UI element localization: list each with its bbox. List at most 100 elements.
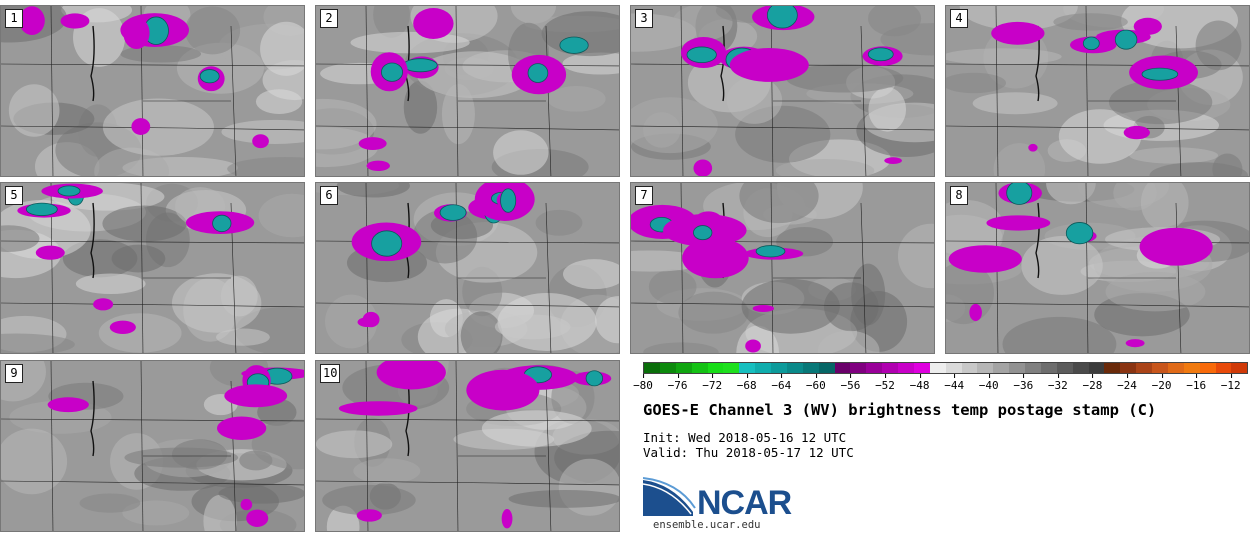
river-line	[90, 380, 95, 457]
cold-cloud-region	[1125, 339, 1145, 348]
wv-texture	[946, 72, 1007, 94]
colorbar-cell	[802, 363, 819, 373]
colorbar-cell	[1215, 363, 1232, 373]
colorbar-tick-label: −12	[1220, 374, 1241, 392]
cold-cloud-core	[766, 6, 798, 29]
wv-texture	[325, 294, 378, 349]
colorbar-cell	[945, 363, 962, 373]
wv-texture	[111, 244, 166, 273]
colorbar-cell	[818, 363, 835, 373]
state-border	[1085, 183, 1089, 353]
cold-cloud-region	[47, 397, 89, 413]
member-label: 4	[950, 9, 968, 28]
wv-texture	[120, 45, 202, 63]
colorbar-ticks: −80 −76 −72 −68 −64 −60 −56 −52 −48 −44 −40 −36 −32−…	[633, 374, 1248, 393]
colorbar-cell	[1183, 363, 1200, 373]
wv-texture	[868, 87, 907, 132]
state-border	[545, 380, 552, 531]
cold-cloud-core	[500, 188, 517, 213]
wv-texture	[258, 193, 304, 238]
colorbar-cell	[1231, 363, 1248, 373]
colorbar-cell	[1167, 363, 1184, 373]
wv-texture	[494, 314, 571, 340]
cold-cloud-core	[686, 46, 717, 64]
state-border	[316, 418, 619, 422]
colorbar-tick-label: −40	[978, 374, 999, 392]
cold-cloud-region	[123, 17, 150, 50]
wv-texture	[897, 223, 934, 289]
colorbar-cell	[1056, 363, 1073, 373]
cold-cloud-region	[109, 320, 136, 334]
wv-texture	[1105, 271, 1206, 312]
member-panel-10: 10	[315, 360, 620, 532]
state-border	[180, 482, 304, 486]
cold-cloud-region	[1139, 227, 1213, 266]
wv-texture	[817, 330, 880, 353]
wv-map	[316, 6, 619, 176]
wv-texture	[562, 52, 619, 75]
state-border	[230, 25, 237, 176]
colorbar-cell	[977, 363, 994, 373]
member-panel-7: 7	[630, 182, 935, 354]
wv-map	[316, 183, 619, 353]
cold-cloud-core	[439, 204, 467, 221]
member-label: 2	[320, 9, 338, 28]
colorbar-tick-label: −36	[1013, 374, 1034, 392]
wv-texture	[102, 98, 214, 156]
wv-texture	[227, 156, 304, 176]
wv-texture	[563, 259, 619, 290]
state-border	[230, 380, 237, 531]
wv-texture	[255, 89, 303, 114]
state-border	[316, 480, 497, 484]
wv-texture	[322, 484, 416, 516]
wv-map	[946, 183, 1249, 353]
cold-cloud-core	[693, 225, 713, 241]
wv-texture	[959, 6, 1078, 31]
state-border	[1, 125, 182, 129]
wv-texture	[547, 85, 606, 112]
state-border	[1, 480, 182, 484]
state-border	[316, 125, 497, 129]
colorbar-cell	[723, 363, 740, 373]
cold-cloud-core	[1114, 29, 1138, 50]
cold-cloud-core	[755, 245, 786, 258]
cold-cloud-region	[745, 339, 761, 353]
cold-cloud-region	[501, 509, 513, 529]
river-line	[90, 202, 95, 279]
cold-cloud-core	[527, 63, 549, 83]
colorbar-cell	[882, 363, 898, 373]
cold-cloud-core	[1082, 36, 1100, 51]
river-line	[1035, 25, 1040, 102]
cold-cloud-region	[991, 21, 1045, 45]
state-border	[946, 63, 1249, 67]
state-border	[455, 361, 459, 531]
member-panel-5: 5	[0, 182, 305, 354]
cold-cloud-region	[1133, 17, 1162, 35]
colorbar-cell	[1152, 363, 1168, 373]
colorbar-tick-label: −72	[702, 374, 723, 392]
state-border	[180, 304, 304, 308]
state-border	[545, 202, 552, 353]
cold-cloud-region	[240, 498, 253, 511]
wv-texture	[643, 112, 681, 148]
valid-time: Valid: Thu 2018-05-17 12 UTC	[643, 445, 854, 460]
wv-map	[316, 361, 619, 531]
state-border	[770, 183, 774, 353]
wv-texture	[678, 291, 749, 334]
colorbar-cell	[1025, 363, 1041, 373]
member-label: 5	[5, 186, 23, 205]
state-border	[1125, 304, 1249, 308]
cold-cloud-region	[338, 401, 418, 416]
colorbar-cell	[929, 363, 946, 373]
state-border	[1085, 6, 1089, 176]
colorbar-cell	[961, 363, 978, 373]
colorbar	[643, 362, 1248, 374]
wv-texture	[260, 21, 304, 76]
state-border	[140, 183, 144, 353]
wv-texture	[481, 410, 592, 447]
colorbar-tick-label: −24	[1117, 374, 1137, 392]
member-label: 6	[320, 186, 338, 205]
cold-cloud-region	[19, 6, 45, 36]
wv-texture	[441, 84, 475, 145]
wv-texture	[535, 209, 583, 236]
